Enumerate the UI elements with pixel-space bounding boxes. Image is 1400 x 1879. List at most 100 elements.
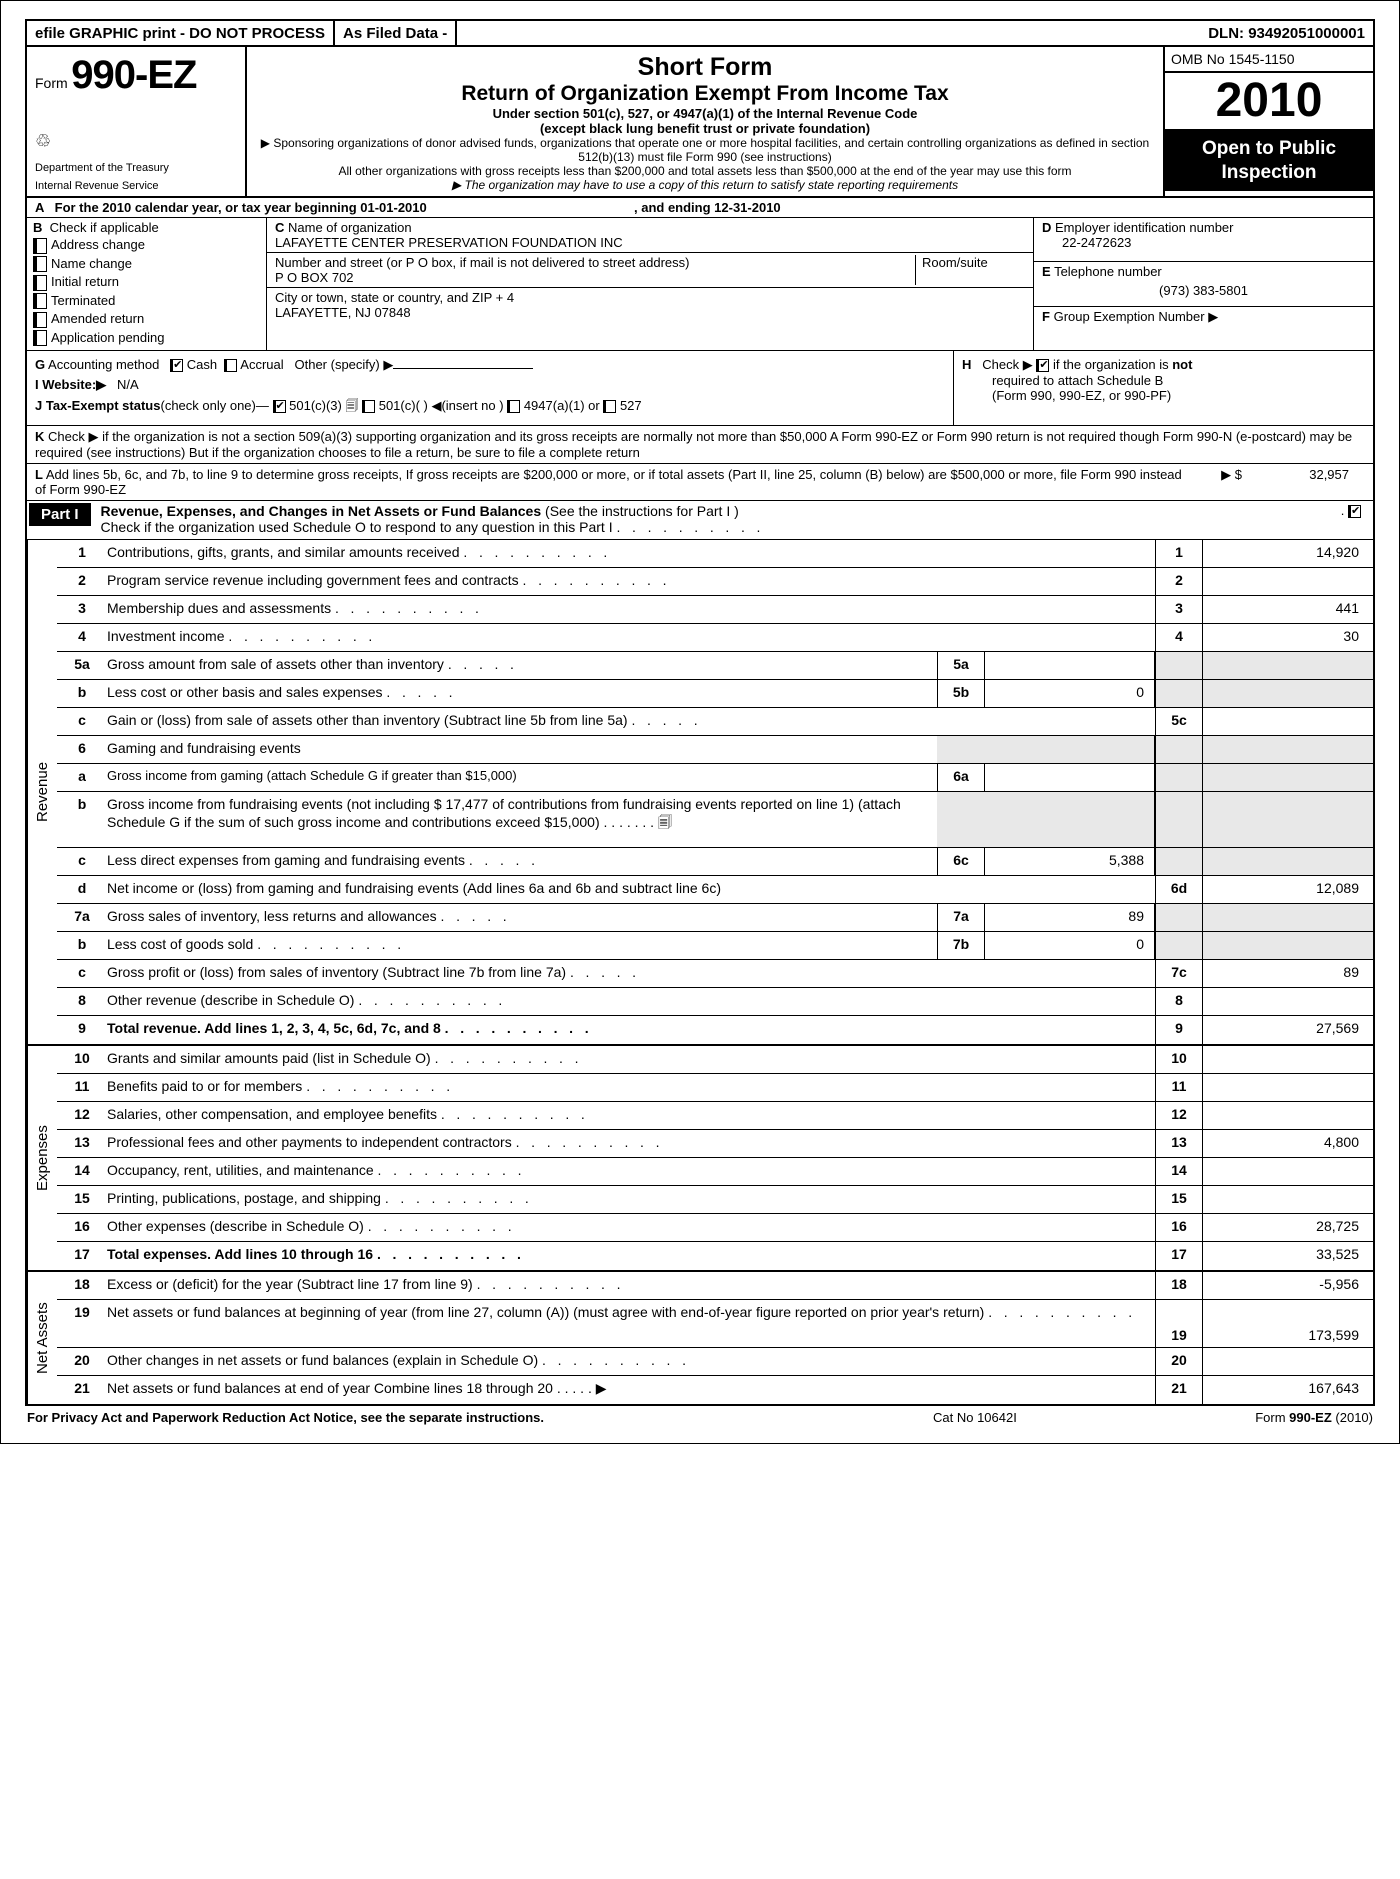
line-9: 9 Total revenue. Add lines 1, 2, 3, 4, 5…	[57, 1016, 1373, 1044]
title-short-form: Short Form	[255, 53, 1155, 82]
footer-privacy: For Privacy Act and Paperwork Reduction …	[27, 1410, 933, 1425]
header-right: OMB No 1545-1150 2010 Open to Public Ins…	[1163, 47, 1373, 196]
j-opt4: 527	[620, 398, 642, 413]
line-6b: b Gross income from fundraising events (…	[57, 792, 1373, 848]
ln-14-rnum: 14	[1155, 1158, 1203, 1185]
ln-17-num: 17	[57, 1242, 107, 1270]
ln-5a-vshade	[1203, 652, 1373, 679]
ln-12-num: 12	[57, 1102, 107, 1129]
header-row: Form 990-EZ ♲ Department of the Treasury…	[25, 47, 1375, 198]
ln-5b-desc: Less cost or other basis and sales expen…	[107, 680, 937, 707]
ln-7b-sn: 7b	[937, 932, 985, 959]
ln-1-val: 14,920	[1203, 540, 1373, 567]
tax-year: 2010	[1165, 73, 1373, 131]
ln-11-desc: Benefits paid to or for members	[107, 1074, 1155, 1101]
ln-21-rnum: 21	[1155, 1376, 1203, 1404]
ln-18-rnum: 18	[1155, 1272, 1203, 1299]
ln-6b-subshade	[937, 792, 1155, 847]
box-b-label: Check if applicable	[50, 220, 159, 235]
ln-19-val: 173,599	[1203, 1300, 1373, 1347]
checkbox-accrual[interactable]	[224, 359, 237, 372]
ln-5b-sv: 0	[985, 680, 1155, 707]
checkbox-terminated[interactable]	[33, 293, 47, 309]
dln-cell: DLN: 93492051000001	[1200, 21, 1373, 45]
ln-6c-desc: Less direct expenses from gaming and fun…	[107, 848, 937, 875]
ln-6a-sv	[985, 764, 1155, 791]
irs-label: Internal Revenue Service	[35, 180, 159, 192]
revenue-block: Revenue 1 Contributions, gifts, grants, …	[25, 540, 1375, 1046]
ln-7b-desc: Less cost of goods sold	[107, 932, 937, 959]
line-18: 18 Excess or (deficit) for the year (Sub…	[57, 1272, 1373, 1300]
checkbox-501c[interactable]	[362, 400, 375, 413]
ein-value: 22-2472623	[1042, 235, 1365, 250]
ln-19-rnum: 19	[1155, 1300, 1203, 1347]
ln-6a-vshade	[1203, 764, 1373, 791]
ln-6d-rnum: 6d	[1155, 876, 1203, 903]
ln-7b-rshade	[1155, 932, 1203, 959]
ln-8-rnum: 8	[1155, 988, 1203, 1015]
org-name: LAFAYETTE CENTER PRESERVATION FOUNDATION…	[275, 235, 1025, 250]
box-def: D Employer identification number 22-2472…	[1033, 218, 1373, 350]
line-21: 21 Net assets or fund balances at end of…	[57, 1376, 1373, 1404]
checkbox-501c3[interactable]	[273, 400, 286, 413]
ln-18-val: -5,956	[1203, 1272, 1373, 1299]
top-bar: efile GRAPHIC print - DO NOT PROCESS As …	[25, 19, 1375, 47]
row-k: K Check ▶ if the organization is not a s…	[25, 426, 1375, 464]
ln-5a-desc: Gross amount from sale of assets other t…	[107, 652, 937, 679]
other-specify-input[interactable]	[393, 368, 533, 369]
checkbox-cash[interactable]	[170, 359, 183, 372]
ln-6c-num: c	[57, 848, 107, 875]
ln-7c-num: c	[57, 960, 107, 987]
header-note-3: ▶ The organization may have to use a cop…	[255, 178, 1155, 192]
row-l-value: 32,957	[1309, 467, 1349, 482]
checkbox-name-change[interactable]	[33, 256, 47, 272]
row-j-label: Tax-Exempt status	[46, 398, 161, 413]
ln-16-num: 16	[57, 1214, 107, 1241]
ln-16-desc: Other expenses (describe in Schedule O)	[107, 1214, 1155, 1241]
ln-4-num: 4	[57, 624, 107, 651]
box-b: B Check if applicable Address change Nam…	[27, 218, 267, 350]
ln-12-val	[1203, 1102, 1373, 1129]
line-10: 10 Grants and similar amounts paid (list…	[57, 1046, 1373, 1074]
ln-6c-sv: 5,388	[985, 848, 1155, 875]
ln-20-desc: Other changes in net assets or fund bala…	[107, 1348, 1155, 1375]
ln-9-num: 9	[57, 1016, 107, 1044]
footer-catno: Cat No 10642I	[933, 1410, 1153, 1425]
line-6c: c Less direct expenses from gaming and f…	[57, 848, 1373, 876]
row-l: L Add lines 5b, 6c, and 7b, to line 9 to…	[25, 464, 1375, 501]
ln-6d-desc: Net income or (loss) from gaming and fun…	[107, 876, 1155, 903]
ln-8-desc: Other revenue (describe in Schedule O)	[107, 988, 1155, 1015]
checkbox-address-change[interactable]	[33, 238, 47, 254]
open-to-public-badge: Open to Public Inspection	[1165, 131, 1373, 191]
ln-6a-rshade	[1155, 764, 1203, 791]
ln-6b-vshade	[1203, 792, 1373, 847]
box-c-label: Name of organization	[288, 220, 412, 235]
row-a: A For the 2010 calendar year, or tax yea…	[25, 198, 1375, 218]
ln-7b-num: b	[57, 932, 107, 959]
line-19: 19 Net assets or fund balances at beginn…	[57, 1300, 1373, 1348]
netassets-block: Net Assets 18 Excess or (deficit) for th…	[25, 1272, 1375, 1406]
checkbox-initial-return[interactable]	[33, 275, 47, 291]
title-except: (except black lung benefit trust or priv…	[255, 121, 1155, 136]
cb-label-4: Amended return	[51, 311, 144, 326]
checkbox-4947[interactable]	[507, 400, 520, 413]
line-1: 1 Contributions, gifts, grants, and simi…	[57, 540, 1373, 568]
ln-10-rnum: 10	[1155, 1046, 1203, 1073]
header-note-1: ▶ Sponsoring organizations of donor advi…	[255, 136, 1155, 164]
ln-3-rnum: 3	[1155, 596, 1203, 623]
row-a-right: , and ending 12-31-2010	[634, 200, 781, 215]
ln-15-desc: Printing, publications, postage, and shi…	[107, 1186, 1155, 1213]
ln-14-desc: Occupancy, rent, utilities, and maintena…	[107, 1158, 1155, 1185]
checkbox-amended-return[interactable]	[33, 312, 47, 328]
checkbox-h[interactable]	[1036, 359, 1049, 372]
ln-7c-desc: Gross profit or (loss) from sales of inv…	[107, 960, 1155, 987]
ln-2-rnum: 2	[1155, 568, 1203, 595]
ln-6-subshade	[937, 736, 1155, 763]
ln-7a-sn: 7a	[937, 904, 985, 931]
checkbox-part1-scho[interactable]	[1348, 505, 1361, 518]
ln-10-desc: Grants and similar amounts paid (list in…	[107, 1046, 1155, 1073]
checkbox-527[interactable]	[603, 400, 616, 413]
checkbox-application-pending[interactable]	[33, 330, 47, 346]
ln-7c-val: 89	[1203, 960, 1373, 987]
ln-21-val: 167,643	[1203, 1376, 1373, 1404]
